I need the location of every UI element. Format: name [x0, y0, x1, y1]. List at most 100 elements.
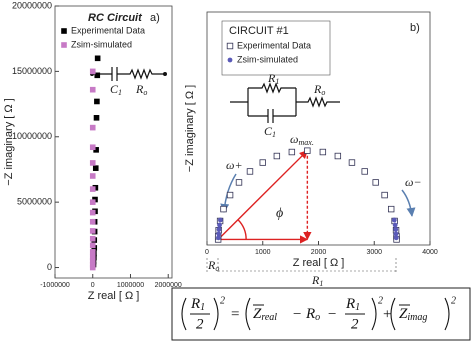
x-tick-label: 2000000: [155, 282, 182, 289]
point: [216, 227, 222, 232]
point: [348, 159, 356, 166]
point: [89, 242, 96, 249]
arrow: [217, 150, 308, 240]
equation-term: R1: [345, 296, 360, 313]
x-tick-label: 2000: [311, 249, 327, 256]
point: [226, 191, 234, 199]
point: [288, 148, 296, 156]
point: [89, 235, 96, 242]
equation: [181, 297, 450, 331]
point: [89, 124, 96, 131]
x-tick-label: -1000000: [40, 282, 70, 289]
circuit-label: Ro: [313, 82, 325, 97]
x-tick-label: 1000000: [117, 282, 144, 289]
legend-marker: [227, 57, 233, 63]
point: [387, 205, 395, 213]
equation-term: Zimag: [399, 306, 427, 323]
point: [235, 179, 243, 186]
point: [89, 264, 96, 271]
equation-term: −: [328, 306, 336, 322]
point: [94, 55, 101, 62]
equation-term: Zreal: [253, 306, 277, 323]
equation-term: +: [383, 306, 391, 322]
point: [246, 168, 254, 175]
point: [89, 144, 96, 151]
y-tick-label: 0: [47, 262, 52, 272]
point: [217, 217, 223, 223]
point: [89, 209, 96, 216]
legend-marker: [61, 42, 67, 48]
y-tick-label: 10000000: [12, 131, 52, 141]
point: [217, 222, 222, 228]
point: [393, 231, 399, 237]
equation-box: [171, 287, 471, 341]
equation-term: 2: [220, 295, 225, 306]
y-axis-label: −Z imaginary [ Ω ]: [3, 98, 15, 185]
legend-label: Experimental Data: [71, 25, 145, 35]
point: [92, 165, 99, 171]
point: [89, 254, 96, 260]
point: [372, 179, 379, 186]
legend-marker: [226, 42, 234, 50]
legend-marker: [61, 28, 67, 34]
point: [93, 147, 99, 153]
chart-title: RC Circuit: [88, 12, 143, 24]
point: [393, 235, 399, 241]
point: [89, 228, 96, 234]
annotation: R1: [311, 273, 323, 288]
annotation: Ro: [207, 258, 219, 273]
bracket: [206, 258, 397, 274]
legend-label: Zsim-simulated: [71, 39, 132, 49]
point: [89, 173, 96, 179]
equation-term: R1: [190, 296, 205, 313]
equation-term: 2: [451, 295, 456, 306]
point: [89, 199, 96, 205]
circuit-label: C1: [110, 82, 122, 97]
x-axis-label: Z real [ Ω ]: [293, 257, 345, 269]
equation-term: =: [231, 306, 239, 322]
annotation: ω+: [226, 158, 243, 172]
legend-label: Zsim-simulated: [237, 54, 298, 64]
x-tick-label: 0: [91, 282, 95, 289]
point: [89, 186, 96, 192]
angle-arc: [237, 219, 247, 240]
point: [93, 115, 100, 121]
point: [89, 160, 96, 166]
annotation: ω−: [405, 175, 422, 189]
point: [220, 205, 227, 213]
point: [94, 98, 100, 105]
legend-box: [221, 20, 331, 76]
point: [334, 152, 342, 160]
circuit-label: R1: [267, 71, 279, 86]
point: [393, 227, 399, 232]
plot-frame: [54, 5, 173, 279]
point: [216, 235, 221, 241]
y-axis-label: −Z imaginary [ Ω ]: [184, 85, 196, 172]
equation-term: −: [293, 306, 301, 322]
x-tick-label: 1000: [255, 249, 271, 256]
point: [391, 217, 397, 223]
equation-term: Ro: [305, 306, 320, 323]
x-tick-label: 3000: [366, 249, 382, 256]
annotation: ϕ: [276, 206, 283, 221]
circuit-a: [90, 67, 167, 81]
point: [259, 159, 266, 166]
point: [304, 147, 311, 154]
equation-term: 2: [351, 316, 359, 332]
point: [392, 222, 398, 228]
point: [216, 231, 222, 237]
x-tick-label: 4000: [422, 249, 438, 256]
point: [361, 168, 368, 175]
circuit-b: [230, 82, 340, 123]
annotation: ωmax.: [290, 132, 314, 147]
circuit-label: Ro: [135, 82, 147, 97]
x-tick-label: 0: [205, 249, 209, 256]
x-axis-label: Z real [ Ω ]: [88, 290, 140, 302]
circuit-label: C1: [264, 124, 276, 139]
y-tick-label: 20000000: [12, 0, 52, 10]
equation-term: 2: [378, 295, 383, 306]
point: [89, 218, 96, 225]
point: [319, 148, 327, 156]
panel-label: b): [410, 22, 420, 34]
